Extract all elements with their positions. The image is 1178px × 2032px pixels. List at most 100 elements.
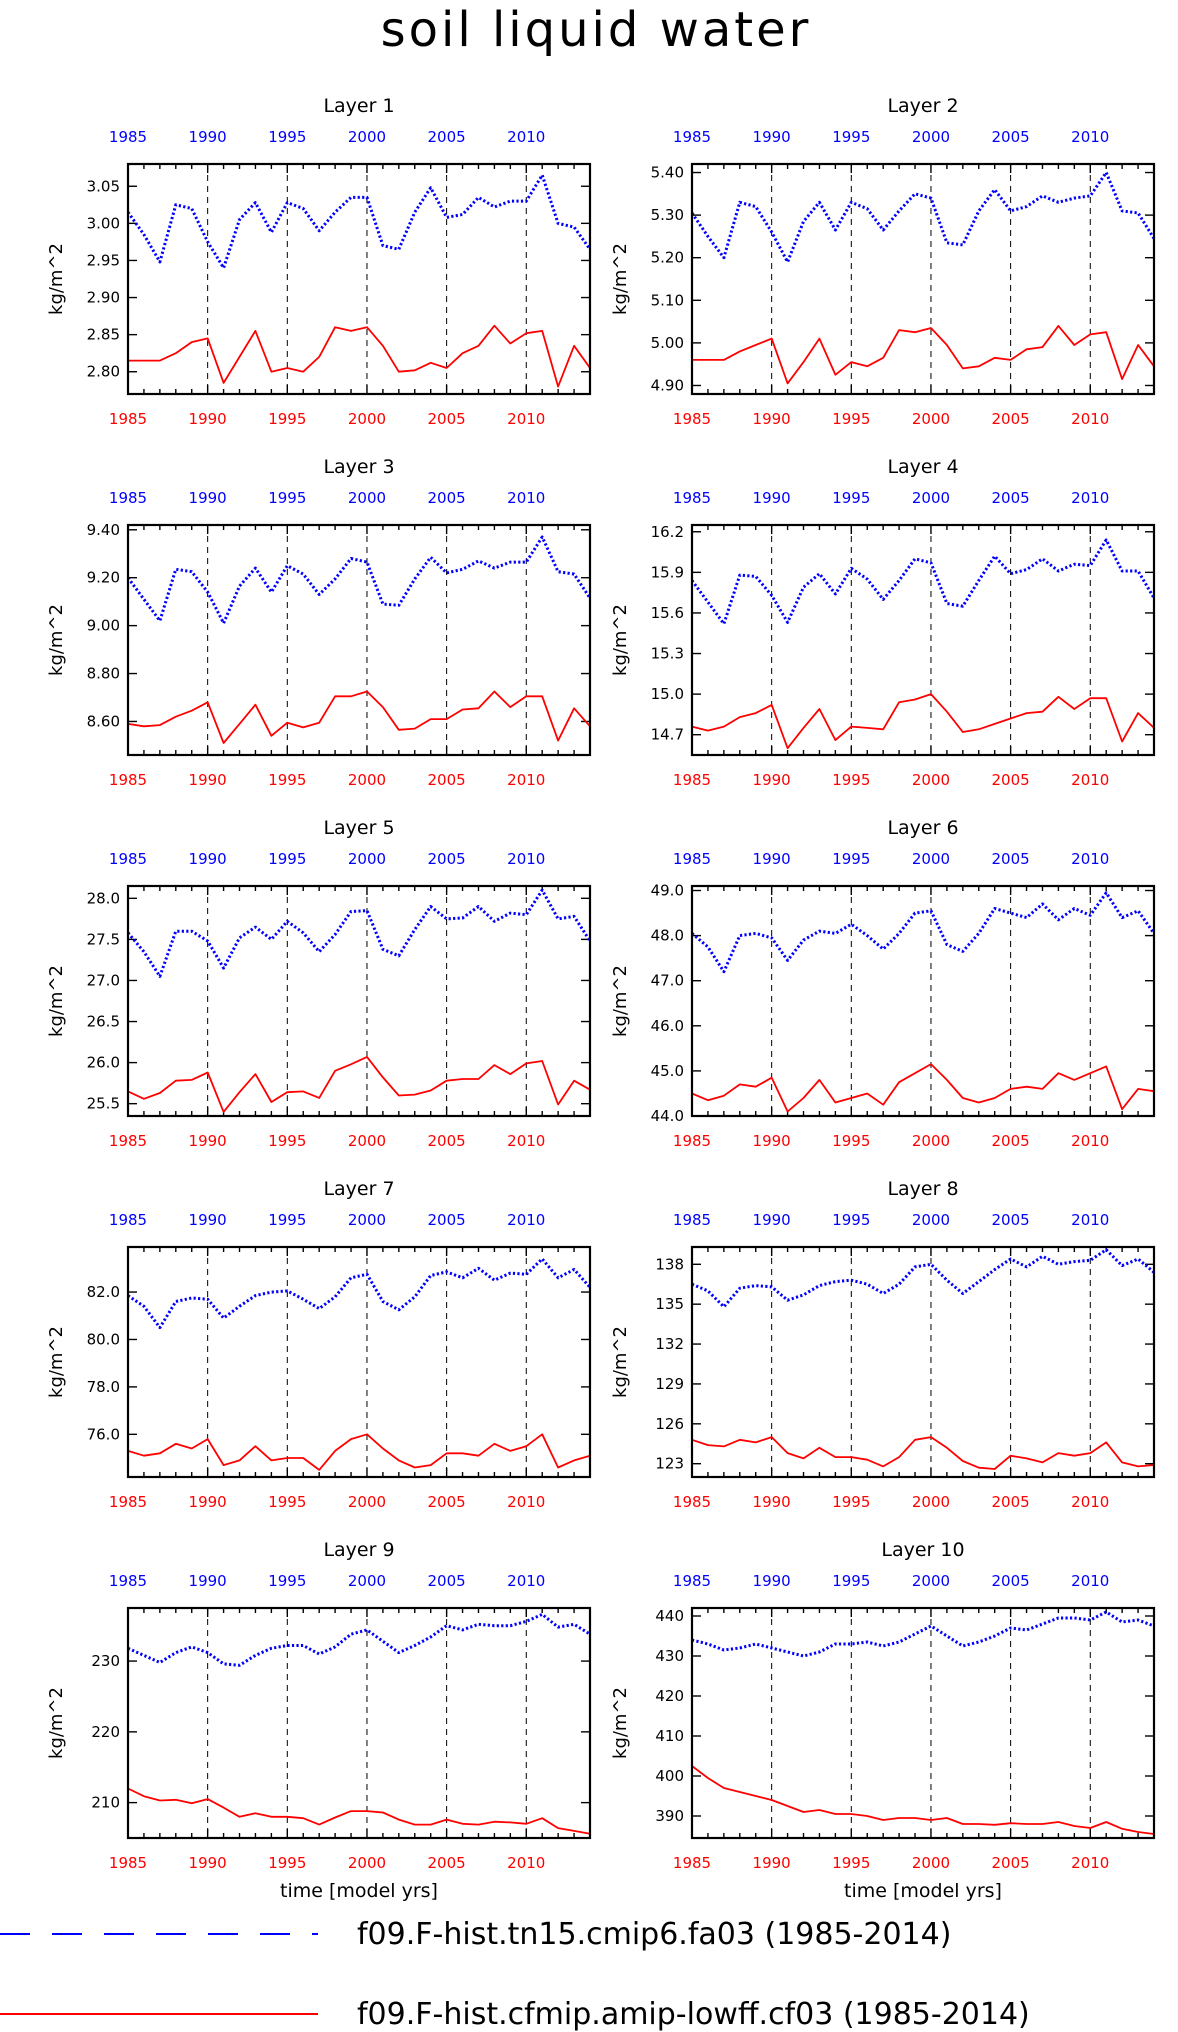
layer-7-ytick-label: 80.0	[87, 1330, 120, 1348]
layer-6-title: Layer 6	[887, 817, 958, 839]
layer-9-xtick-label-bottom: 1995	[268, 1854, 306, 1872]
layer-8-ytick-label: 126	[655, 1415, 684, 1433]
layer-9-ytick-label: 220	[91, 1723, 120, 1741]
layer-6-series-red	[691, 1063, 1155, 1113]
layer-9-xtick-label-bottom: 2005	[428, 1854, 466, 1872]
layer-3-frame	[126, 523, 592, 757]
layer-5-xtick-label-top: 1990	[189, 850, 227, 868]
layer-5-xtick-label-top: 1985	[109, 850, 147, 868]
layer-9-xtick-label-bottom: 1985	[109, 1854, 147, 1872]
layer-7-xtick-label-top: 2010	[507, 1211, 545, 1229]
layer-10-ytick-label: 410	[655, 1727, 684, 1745]
layer-3-xtick-label-top: 2005	[428, 489, 466, 507]
layer-4-xtick-label-top: 1995	[832, 489, 870, 507]
layer-4-xtick-label-bottom: 1990	[753, 771, 791, 789]
layer-2-title: Layer 2	[887, 95, 958, 117]
layer-6-ytick-label: 47.0	[651, 972, 684, 990]
layer-7-ytick-label: 82.0	[87, 1283, 120, 1301]
layer-2-xtick-label-top: 1985	[673, 128, 711, 146]
layer-1-frame	[126, 162, 592, 396]
layer-3-xtick-label-bottom: 1995	[268, 771, 306, 789]
layer-9-ylabel: kg/m^2	[46, 1687, 67, 1759]
layer-10-ytick-label: 420	[655, 1687, 684, 1705]
layer-2-xtick-label-bottom: 1995	[832, 410, 870, 428]
layer-10-xtick-label-bottom: 1985	[673, 1854, 711, 1872]
layer-9-series-red	[127, 1787, 591, 1835]
layer-1-xtick-label-bottom: 2005	[428, 410, 466, 428]
layer-8-series-red	[691, 1436, 1155, 1470]
layer-1-panel: Layer 1 1985 1985 1990 1990 1995 1995 2000 2000 2…	[46, 95, 592, 428]
layer-4-xtick-label-top: 2010	[1071, 489, 1109, 507]
layer-9-panel: Layer 9 1985 1985 1990 1990 1995 1995 2000 2000 2…	[46, 1539, 592, 1872]
layer-9-frame	[126, 1606, 592, 1840]
layer-1-xtick-label-bottom: 2010	[507, 410, 545, 428]
layer-4-panel: Layer 4 1985 1985 1990 1990 1995 1995 2000 2000 2…	[610, 456, 1156, 789]
layer-8-ytick-label: 135	[655, 1295, 684, 1313]
layer-5-xtick-label-bottom: 1995	[268, 1132, 306, 1150]
layer-2-xtick-label-top: 2000	[912, 128, 950, 146]
layer-4-xtick-label-top: 2005	[992, 489, 1030, 507]
layer-3-series-red	[127, 690, 591, 744]
layer-3-ytick-label: 8.60	[87, 712, 120, 730]
layer-10-xtick-label-top: 1995	[832, 1572, 870, 1590]
layer-6-ylabel: kg/m^2	[610, 965, 631, 1037]
layer-4-ylabel: kg/m^2	[610, 604, 631, 676]
layer-7-xtick-label-top: 1985	[109, 1211, 147, 1229]
layer-10-xtick-label-top: 1990	[753, 1572, 791, 1590]
layer-1-xtick-label-top: 2005	[428, 128, 466, 146]
layer-7-ytick-label: 76.0	[87, 1425, 120, 1443]
layer-8-ytick-label: 123	[655, 1455, 684, 1473]
layer-5-series-red	[127, 1056, 591, 1113]
layer-4-frame	[690, 523, 1156, 757]
layer-5-ytick-label: 27.0	[87, 971, 120, 989]
layer-8-xtick-label-top: 1990	[753, 1211, 791, 1229]
layer-2-ytick-label: 5.10	[651, 291, 684, 309]
layer-5-xtick-label-top: 2010	[507, 850, 545, 868]
layer-6-xtick-label-top: 1995	[832, 850, 870, 868]
layer-5-panel: Layer 5 1985 1985 1990 1990 1995 1995 2000 2000 2…	[46, 817, 592, 1150]
layer-10-panel: Layer 10 1985 1985 1990 1990 1995 1995 2000 2000…	[610, 1539, 1156, 1872]
layer-5-xtick-label-top: 1995	[268, 850, 306, 868]
layer-8-series-blue	[691, 1248, 1155, 1309]
layer-1-ytick-label: 2.95	[87, 251, 120, 269]
layer-3-ylabel: kg/m^2	[46, 604, 67, 676]
layer-6-panel: Layer 6 1985 1985 1990 1990 1995 1995 2000 2000 2…	[610, 817, 1156, 1150]
layer-8-xtick-label-top: 1995	[832, 1211, 870, 1229]
legend-label-blue: f09.F-hist.tn15.cmip6.fa03 (1985-2014)	[357, 1917, 951, 1952]
layer-1-xtick-label-bottom: 1985	[109, 410, 147, 428]
legend-label-red: f09.F-hist.cfmip.amip-lowff.cf03 (1985-2…	[357, 1997, 1030, 2032]
layer-4-ytick-label: 15.9	[651, 563, 684, 581]
layer-4-xtick-label-bottom: 2000	[912, 771, 950, 789]
layer-8-xtick-label-bottom: 2010	[1071, 1493, 1109, 1511]
layer-9-xtick-label-top: 1985	[109, 1572, 147, 1590]
layer-1-ytick-label: 2.90	[87, 289, 120, 307]
layer-2-xtick-label-top: 1995	[832, 128, 870, 146]
layer-6-xtick-label-bottom: 2005	[992, 1132, 1030, 1150]
layer-9-xtick-label-top: 2000	[348, 1572, 386, 1590]
layer-3-xtick-label-bottom: 1985	[109, 771, 147, 789]
layer-7-xtick-label-top: 2005	[428, 1211, 466, 1229]
layer-2-ytick-label: 5.30	[651, 206, 684, 224]
layer-10-ylabel: kg/m^2	[610, 1687, 631, 1759]
layer-10-xtick-label-bottom: 1990	[753, 1854, 791, 1872]
layer-5-xtick-label-top: 2005	[428, 850, 466, 868]
layer-4-ytick-label: 15.3	[651, 645, 684, 663]
layer-2-series-red	[692, 324, 1155, 385]
xaxis-label-right: time [model yrs]	[844, 1880, 1002, 1902]
layer-7-xtick-label-bottom: 2010	[507, 1493, 545, 1511]
layer-3-title: Layer 3	[323, 456, 394, 478]
layer-1-xtick-label-bottom: 1995	[268, 410, 306, 428]
layer-1-xtick-label-top: 1990	[189, 128, 227, 146]
layer-3-ytick-label: 9.20	[87, 569, 120, 587]
layer-6-ytick-label: 48.0	[651, 927, 684, 945]
layer-2-xtick-label-top: 2010	[1071, 128, 1109, 146]
layer-7-frame	[126, 1245, 592, 1479]
layer-2-ylabel: kg/m^2	[610, 243, 631, 315]
layer-1-xtick-label-bottom: 1990	[189, 410, 227, 428]
layer-1-ytick-label: 3.05	[87, 177, 120, 195]
layer-3-series-blue	[126, 535, 592, 625]
layer-5-ytick-label: 27.5	[87, 930, 120, 948]
layer-2-xtick-label-bottom: 2000	[912, 410, 950, 428]
layer-10-ytick-label: 440	[655, 1607, 684, 1625]
layer-9-ytick-label: 210	[91, 1794, 120, 1812]
